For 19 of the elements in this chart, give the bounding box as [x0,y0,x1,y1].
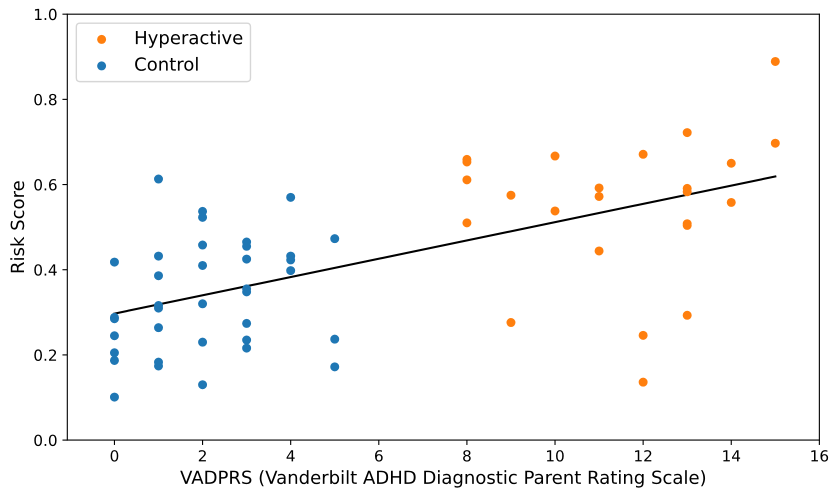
x-tick-label: 2 [198,450,206,462]
y-tick-label: 0.4 [34,264,57,276]
x-tick-label: 4 [286,450,295,462]
y-tick-label: 1.0 [34,8,57,20]
x-tick-label: 16 [811,450,828,462]
legend-label: Hyperactive [136,30,242,48]
x-tick-label: 8 [463,450,471,462]
y-tick-label: 0.0 [34,434,57,446]
legend-label: Control [135,56,198,71]
x-tick-label: 14 [723,450,740,462]
y-tick-label: 0.6 [34,179,57,191]
y-axis-title: Risk Score [10,181,24,272]
y-tick-label: 0.8 [34,94,57,106]
x-tick-label: 10 [546,450,564,462]
x-axis-title: VADPRS (Vanderbilt ADHD Diagnostic Parent Rating Scale) [180,470,706,488]
y-tick-label: 0.2 [34,349,56,361]
x-tick-label: 0 [110,450,118,462]
x-tick-label: 6 [375,450,383,462]
x-tick-label: 12 [635,450,652,462]
